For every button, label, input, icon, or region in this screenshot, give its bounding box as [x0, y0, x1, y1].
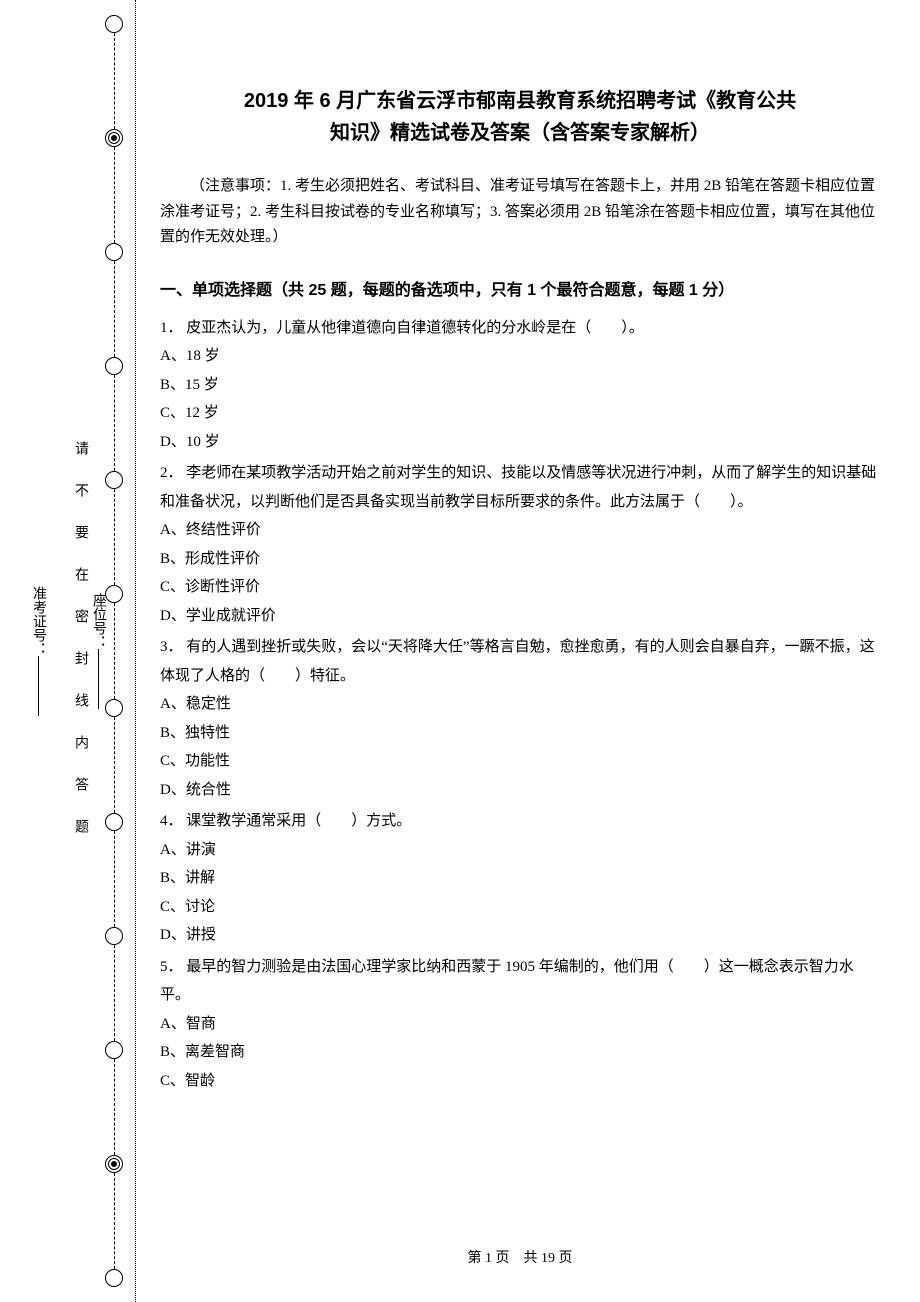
option-c: C、智龄: [160, 1067, 880, 1096]
question-4: 4． 课堂教学通常采用（ ）方式。 A、讲演 B、讲解 C、讨论 D、讲授: [160, 807, 880, 950]
binding-marker: [105, 585, 123, 603]
title-line-1: 2019 年 6 月广东省云浮市郁南县教育系统招聘考试《教育公共: [160, 85, 880, 117]
option-d: D、10 岁: [160, 428, 880, 457]
section-1-header: 一、单项选择题（共 25 题，每题的备选项中，只有 1 个最符合题意，每题 1 …: [160, 276, 880, 306]
question-5: 5． 最早的智力测验是由法国心理学家比纳和西蒙于 1905 年编制的，他们用（ …: [160, 953, 880, 1096]
binding-column: 座位号： 准考证号： 姓名： 请不要在密封线内答题: [0, 0, 155, 1302]
notice-text: （注意事项：1. 考生必须把姓名、考试科目、准考证号填写在答题卡上，并用 2B …: [160, 174, 880, 251]
binding-marker: [105, 15, 123, 33]
question-text: 课堂教学通常采用（ ）方式。: [186, 813, 411, 829]
option-b: B、独特性: [160, 719, 880, 748]
option-b: B、讲解: [160, 864, 880, 893]
document-title: 2019 年 6 月广东省云浮市郁南县教育系统招聘考试《教育公共 知识》精选试卷…: [160, 85, 880, 149]
question-text: 皮亚杰认为，儿童从他律道德向自律道德转化的分水岭是在（ ）。: [186, 320, 644, 336]
page-footer: 第 1 页 共 19 页: [160, 1247, 880, 1267]
question-number: 4．: [160, 813, 183, 829]
binding-marker: [105, 927, 123, 945]
markers-column: [100, 0, 128, 1302]
question-3: 3． 有的人遇到挫折或失败，会以“天将降大任”等格言自勉，愈挫愈勇，有的人则会自…: [160, 633, 880, 804]
option-b: B、15 岁: [160, 371, 880, 400]
binding-marker: [105, 243, 123, 261]
option-c: C、12 岁: [160, 399, 880, 428]
question-number: 5．: [160, 959, 183, 975]
option-a: A、18 岁: [160, 342, 880, 371]
option-a: A、智商: [160, 1010, 880, 1039]
field-labels: 座位号： 准考证号： 姓名：: [18, 0, 58, 1302]
question-1: 1． 皮亚杰认为，儿童从他律道德向自律道德转化的分水岭是在（ ）。 A、18 岁…: [160, 314, 880, 457]
option-c: C、功能性: [160, 747, 880, 776]
binding-marker: [105, 1269, 123, 1287]
question-text: 最早的智力测验是由法国心理学家比纳和西蒙于 1905 年编制的，他们用（ ）这一…: [160, 959, 854, 1004]
question-text: 有的人遇到挫折或失败，会以“天将降大任”等格言自勉，愈挫愈勇，有的人则会自暴自弃…: [160, 639, 875, 684]
question-number: 1．: [160, 320, 183, 336]
option-a: A、讲演: [160, 836, 880, 865]
question-number: 3．: [160, 639, 183, 655]
warning-text: 请不要在密封线内答题: [60, 0, 100, 1302]
binding-marker-filled: [105, 1155, 123, 1173]
option-a: A、稳定性: [160, 690, 880, 719]
dotted-divider: [135, 0, 136, 1302]
main-content: 2019 年 6 月广东省云浮市郁南县教育系统招聘考试《教育公共 知识》精选试卷…: [160, 85, 880, 1098]
binding-marker: [105, 357, 123, 375]
binding-marker: [105, 471, 123, 489]
option-b: B、离差智商: [160, 1038, 880, 1067]
question-text: 李老师在某项教学活动开始之前对学生的知识、技能以及情感等状况进行冲刺，从而了解学…: [160, 465, 876, 510]
option-d: D、统合性: [160, 776, 880, 805]
option-b: B、形成性评价: [160, 545, 880, 574]
title-line-2: 知识》精选试卷及答案（含答案专家解析）: [160, 117, 880, 149]
binding-marker-filled: [105, 129, 123, 147]
option-d: D、学业成就评价: [160, 602, 880, 631]
question-number: 2．: [160, 465, 183, 481]
option-c: C、讨论: [160, 893, 880, 922]
option-d: D、讲授: [160, 921, 880, 950]
option-c: C、诊断性评价: [160, 573, 880, 602]
binding-marker: [105, 1041, 123, 1059]
binding-marker: [105, 699, 123, 717]
exam-id-label: 准考证号：: [28, 586, 48, 656]
question-2: 2． 李老师在某项教学活动开始之前对学生的知识、技能以及情感等状况进行冲刺，从而…: [160, 459, 880, 630]
binding-marker: [105, 813, 123, 831]
option-a: A、终结性评价: [160, 516, 880, 545]
